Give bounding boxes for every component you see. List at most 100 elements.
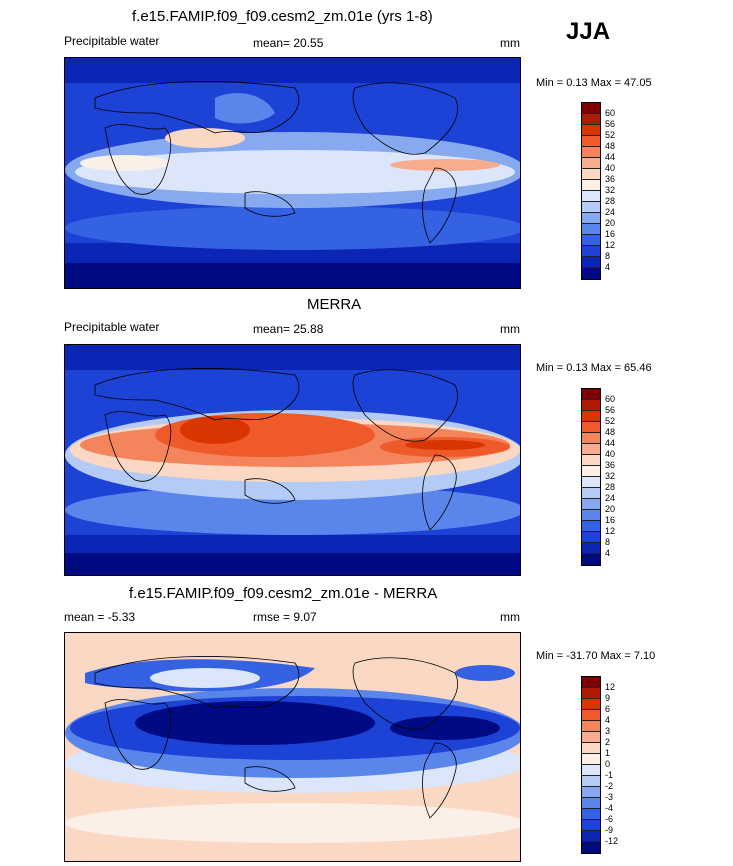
colorbar-swatch (582, 268, 600, 279)
colorbar-swatch (582, 787, 600, 798)
colorbar-swatch (582, 499, 600, 510)
map-diff (64, 632, 521, 862)
colorbar-swatch (582, 433, 600, 444)
colorbar-swatch (582, 147, 600, 158)
panel-minmax-model: Min = 0.13 Max = 47.05 (536, 77, 652, 89)
colorbar-swatch (582, 444, 600, 455)
panel-units-diff: mm (500, 610, 520, 624)
colorbar-tick-label: 12 (605, 682, 616, 692)
colorbar-swatch (582, 477, 600, 488)
panel-minmax-diff: Min = -31.70 Max = 7.10 (536, 650, 656, 662)
colorbar-swatch (582, 820, 600, 831)
colorbar-tick-label: 32 (605, 471, 616, 481)
colorbar-swatch (582, 103, 600, 114)
colorbar-tick-label: -6 (605, 814, 614, 824)
colorbar-tick-label: -3 (605, 792, 614, 802)
colorbar-tick-label: 20 (605, 218, 616, 228)
colorbar-swatch (582, 721, 600, 732)
colorbar-swatch (582, 532, 600, 543)
colorbar-tick-label: 40 (605, 449, 616, 459)
colorbar-tick-label: 48 (605, 427, 616, 437)
panel-title-model: f.e15.FAMIP.f09_f09.cesm2_zm.01e (yrs 1-… (132, 8, 433, 25)
colorbar-tick-label: 8 (605, 251, 611, 261)
colorbar-tick-label: 16 (605, 515, 616, 525)
colorbar-swatch (582, 136, 600, 147)
colorbar-tick-label: 56 (605, 405, 616, 415)
colorbar-swatch (582, 543, 600, 554)
panel-title-diff: f.e15.FAMIP.f09_f09.cesm2_zm.01e - MERRA (129, 585, 438, 602)
colorbar-diff (581, 676, 601, 854)
colorbar-swatch (582, 411, 600, 422)
colorbar-tick-label: 56 (605, 119, 616, 129)
colorbar-tick-label: 44 (605, 438, 616, 448)
colorbar-swatch (582, 114, 600, 125)
colorbar-swatch (582, 235, 600, 246)
colorbar-tick-label: -12 (605, 836, 619, 846)
colorbar-tick-label: 3 (605, 726, 611, 736)
colorbar-swatch (582, 455, 600, 466)
colorbar-swatch (582, 699, 600, 710)
colorbar-swatch (582, 710, 600, 721)
season-label: JJA (566, 18, 611, 45)
colorbar-tick-label: 8 (605, 537, 611, 547)
colorbar-swatch (582, 554, 600, 565)
colorbar-swatch (582, 125, 600, 136)
colorbar-tick-label: 28 (605, 482, 616, 492)
colorbar-tick-label: 24 (605, 493, 616, 503)
colorbar-swatch (582, 400, 600, 411)
colorbar-swatch (582, 488, 600, 499)
colorbar-tick-label: 28 (605, 196, 616, 206)
colorbar-tick-label: 36 (605, 460, 616, 470)
colorbar-swatch (582, 798, 600, 809)
colorbar-tick-label: 44 (605, 152, 616, 162)
panel-mean-model: mean= 20.55 (253, 36, 324, 50)
colorbar-tick-label: 24 (605, 207, 616, 217)
colorbar-obs (581, 388, 601, 566)
map-model (64, 57, 521, 289)
panel-units-model: mm (500, 36, 520, 50)
colorbar-tick-label: 12 (605, 240, 616, 250)
colorbar-swatch (582, 224, 600, 235)
colorbar-swatch (582, 422, 600, 433)
colorbar-tick-label: 4 (605, 715, 611, 725)
panel-left-label-model: Precipitable water (64, 34, 160, 48)
colorbar-tick-label: 60 (605, 108, 616, 118)
colorbar-swatch (582, 257, 600, 268)
colorbar-swatch (582, 754, 600, 765)
colorbar-tick-label: 52 (605, 416, 616, 426)
colorbar-tick-label: -1 (605, 770, 614, 780)
colorbar-swatch (582, 732, 600, 743)
panel-title-obs: MERRA (307, 296, 362, 313)
panel-minmax-obs: Min = 0.13 Max = 65.46 (536, 362, 652, 374)
colorbar-tick-label: 20 (605, 504, 616, 514)
colorbar-tick-label: 12 (605, 526, 616, 536)
colorbar-swatch (582, 246, 600, 257)
colorbar-swatch (582, 842, 600, 853)
colorbar-swatch (582, 521, 600, 532)
colorbar-swatch (582, 466, 600, 477)
colorbar-swatch (582, 202, 600, 213)
colorbar-tick-label: 9 (605, 693, 611, 703)
colorbar-tick-label: 48 (605, 141, 616, 151)
colorbar-swatch (582, 213, 600, 224)
panel-rmse-diff: rmse = 9.07 (253, 610, 317, 624)
colorbar-tick-label: 32 (605, 185, 616, 195)
colorbar-swatch (582, 158, 600, 169)
colorbar-tick-label: 52 (605, 130, 616, 140)
colorbar-swatch (582, 831, 600, 842)
colorbar-tick-label: -2 (605, 781, 614, 791)
panel-units-obs: mm (500, 322, 520, 336)
colorbar-tick-label: 1 (605, 748, 611, 758)
colorbar-tick-label: 4 (605, 548, 611, 558)
colorbar-swatch (582, 180, 600, 191)
colorbar-tick-label: 2 (605, 737, 611, 747)
panel-mean-diff: mean = -5.33 (64, 610, 136, 624)
colorbar-swatch (582, 776, 600, 787)
colorbar-tick-label: 6 (605, 704, 611, 714)
colorbar-swatch (582, 677, 600, 688)
colorbar-swatch (582, 765, 600, 776)
colorbar-swatch (582, 743, 600, 754)
colorbar-tick-label: 0 (605, 759, 611, 769)
colorbar-tick-label: -9 (605, 825, 614, 835)
colorbar-swatch (582, 169, 600, 180)
